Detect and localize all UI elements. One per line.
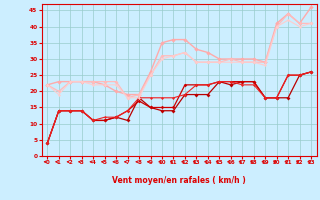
X-axis label: Vent moyen/en rafales ( km/h ): Vent moyen/en rafales ( km/h ): [112, 176, 246, 185]
